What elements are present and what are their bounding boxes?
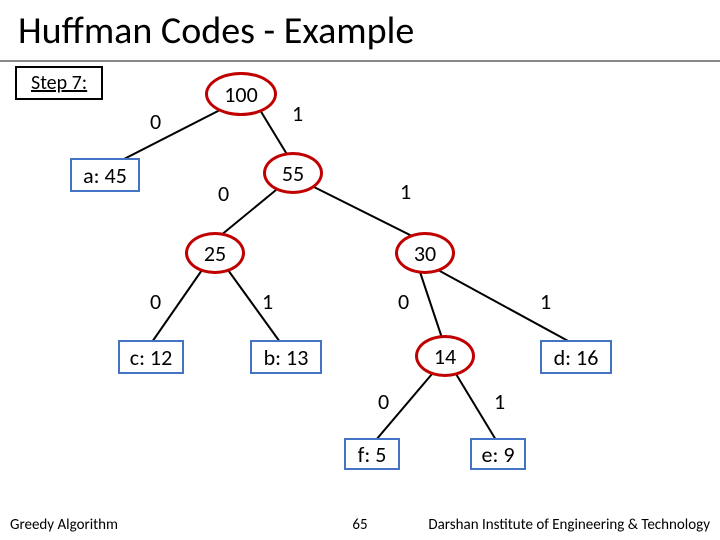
- internal-node: 55: [263, 152, 323, 194]
- edge-label: 0: [150, 108, 161, 135]
- internal-node: 100: [205, 72, 277, 116]
- tree-edge: [456, 374, 496, 440]
- edge-label: 0: [398, 288, 409, 315]
- tree-edge: [420, 272, 442, 338]
- footer-institute: Darshan Institute of Engineering & Techn…: [428, 516, 710, 534]
- edge-label: 1: [400, 178, 411, 205]
- tree-edge: [122, 110, 220, 160]
- leaf-node: d: 16: [540, 340, 612, 374]
- leaf-node: e: 9: [470, 438, 526, 470]
- edge-label: 0: [150, 288, 161, 315]
- huffman-tree-diagram: 0 1 0 1 0 1 0 1 0 1 100 a: 45 55 25 30 c: 12 b: 13 14 d: 1…: [0, 60, 720, 500]
- internal-node: 30: [395, 232, 455, 274]
- internal-node: 14: [415, 335, 475, 377]
- edge-label: 1: [262, 288, 273, 315]
- leaf-node: b: 13: [250, 340, 322, 374]
- edge-label: 0: [378, 388, 389, 415]
- edge-layer: [0, 60, 720, 500]
- tree-edge: [260, 110, 288, 156]
- leaf-node: c: 12: [118, 340, 184, 374]
- edge-label: 1: [540, 288, 551, 315]
- edge-label: 0: [218, 180, 229, 207]
- internal-node: 25: [185, 232, 245, 274]
- edge-label: 1: [494, 388, 505, 415]
- leaf-node: f: 5: [344, 438, 400, 470]
- footer-slide-number: 65: [352, 516, 367, 534]
- footer-topic: Greedy Algorithm: [10, 516, 118, 534]
- slide-title: Huffman Codes - Example: [0, 0, 720, 62]
- leaf-node: a: 45: [70, 158, 140, 192]
- edge-label: 1: [292, 100, 303, 127]
